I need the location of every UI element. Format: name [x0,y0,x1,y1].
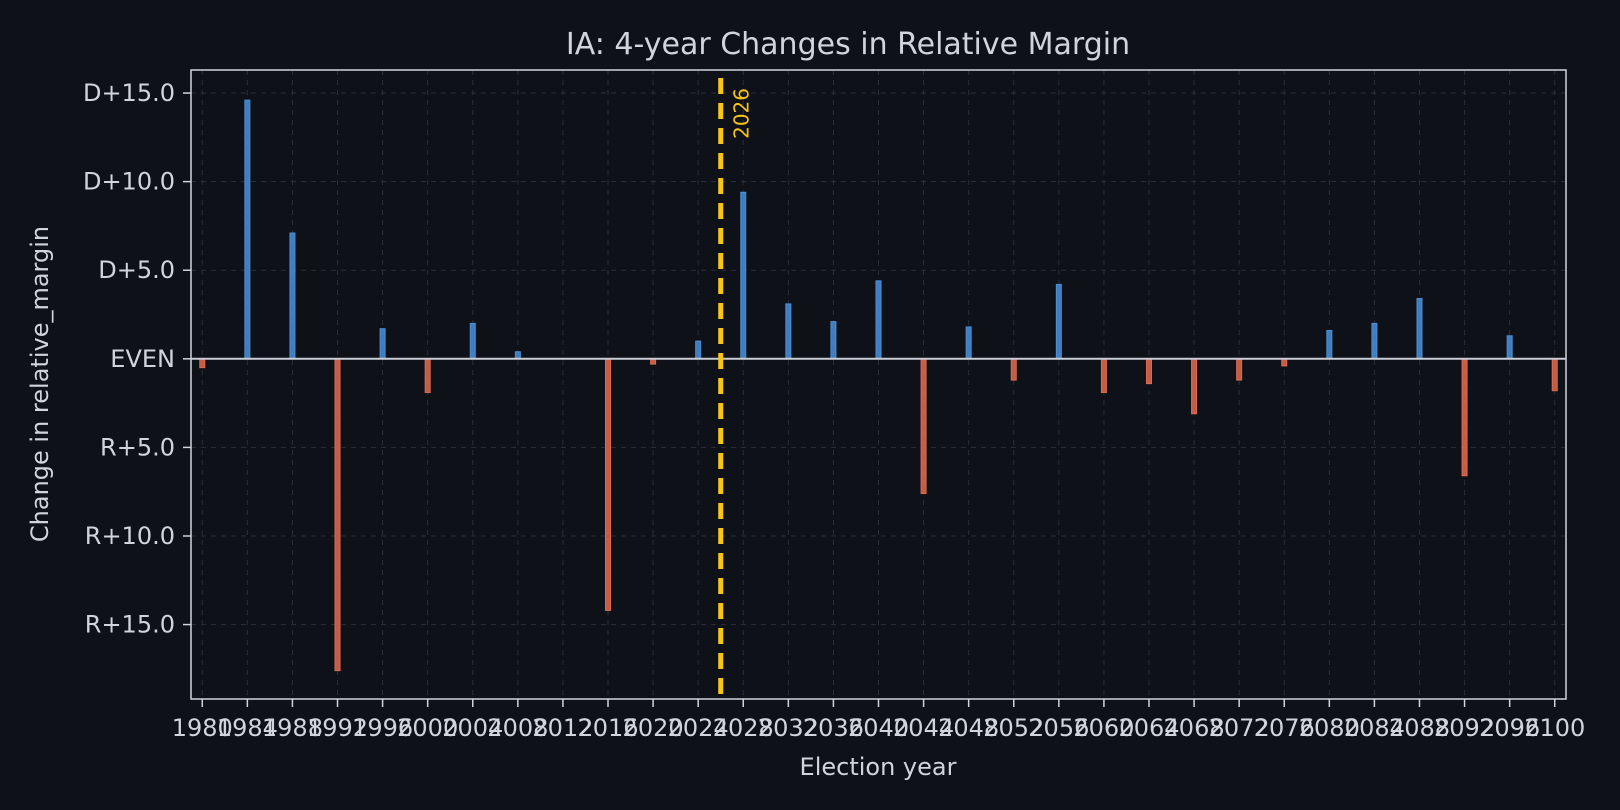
x-tick-label: 2016 [577,714,638,742]
bars [199,99,1558,672]
bar [379,328,386,360]
y-tick-label: D+5.0 [98,256,175,284]
x-tick-label: 1996 [352,714,413,742]
bar [289,232,296,360]
y-tick-label: R+15.0 [85,611,175,639]
x-tick-label: 2084 [1344,714,1405,742]
x-tick-label: 2080 [1299,714,1360,742]
x-tick-label: 2040 [848,714,909,742]
x-tick-label: 2032 [758,714,819,742]
bar [875,280,882,360]
bar [1236,358,1243,381]
bar [1145,358,1152,385]
x-tick-label: 2096 [1479,714,1540,742]
chart-title: IA: 4-year Changes in Relative Margin [566,27,1130,62]
x-tick-label: 2092 [1434,714,1495,742]
x-tick-label: 2060 [1073,714,1134,742]
x-tick-label: 2100 [1524,714,1585,742]
x-tick-label: 2012 [532,714,593,742]
marker-label: 2026 [730,88,754,139]
bar [1191,358,1198,415]
y-axis-label: Change in relative_margin [26,226,54,542]
bar [1326,329,1333,360]
x-tick-label: 2068 [1164,714,1225,742]
x-tick-label: 2008 [487,714,548,742]
x-tick-label: 2020 [623,714,684,742]
y-tick-label: R+10.0 [85,522,175,550]
x-tick-label: 2036 [803,714,864,742]
bar [514,351,521,360]
x-tick-label: 1984 [217,714,278,742]
bar [920,358,927,494]
bar [1010,358,1017,381]
y-axis-ticks: D+15.0 D+10.0 D+5.0 EVEN R+5.0 R+10.0 R+15.0 [83,79,191,639]
y-tick-label: D+10.0 [83,168,175,196]
bar [199,358,206,369]
bar [965,326,972,360]
bar [785,303,792,360]
marker-annotation: 2026 [718,78,754,699]
y-tick-label: D+15.0 [83,79,175,107]
x-tick-label: 2064 [1118,714,1179,742]
bar [424,358,431,393]
bar [1100,358,1107,393]
x-tick-label: 2004 [442,714,503,742]
y-tick-label: R+5.0 [100,433,175,461]
bar [1506,335,1513,360]
x-tick-label: 2052 [983,714,1044,742]
x-tick-label: 2024 [668,714,729,742]
bar [244,99,251,360]
grid-lines [191,70,1566,699]
x-tick-label: 2072 [1209,714,1270,742]
bar [695,340,702,360]
x-axis-ticks: 1980198419881992199620002004200820122016… [172,699,1585,742]
x-tick-label: 2000 [397,714,458,742]
bar [740,191,747,360]
bar [830,321,837,360]
x-tick-label: 2056 [1028,714,1089,742]
x-tick-label: 2048 [938,714,999,742]
bar [605,358,612,611]
bar [1551,358,1558,392]
x-tick-label: 1980 [172,714,233,742]
x-axis-label: Election year [800,753,957,781]
bar [1371,322,1378,360]
bar [469,322,476,360]
x-tick-label: 1988 [262,714,323,742]
x-tick-label: 1992 [307,714,368,742]
x-tick-label: 2088 [1389,714,1450,742]
x-tick-label: 2044 [893,714,954,742]
bar [1416,298,1423,360]
bar [334,358,341,672]
bar [1461,358,1468,477]
bar [1055,283,1062,360]
x-tick-label: 2028 [713,714,774,742]
y-tick-label: EVEN [110,345,175,373]
bar [1281,358,1288,367]
x-tick-label: 2076 [1254,714,1315,742]
